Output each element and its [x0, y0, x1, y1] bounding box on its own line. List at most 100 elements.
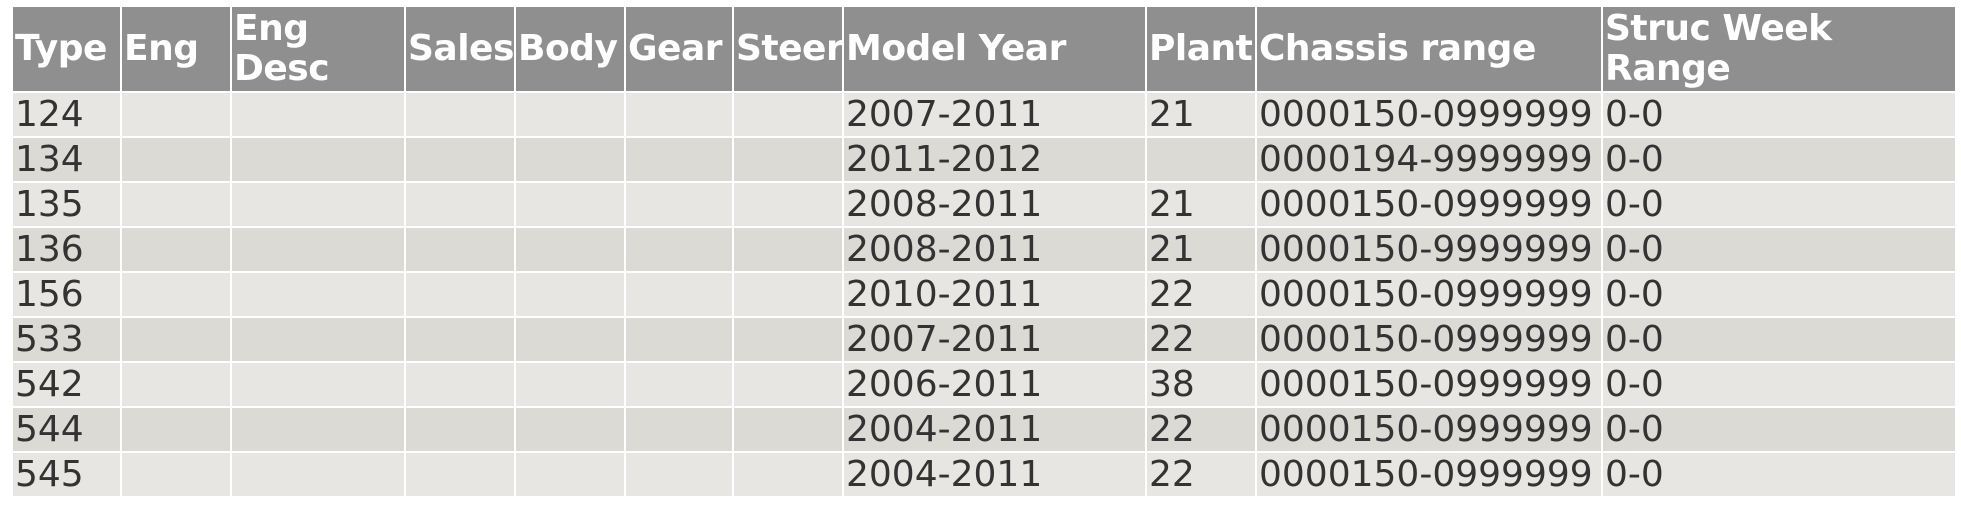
cell-steer — [732, 406, 844, 453]
cell-eng-desc — [230, 271, 406, 318]
cell-plant: 21 — [1145, 91, 1257, 138]
table-row: 156 2010-2011 22 0000150-0999999 0-0 — [11, 271, 1957, 318]
cell-model-year: 2007-2011 — [842, 316, 1147, 363]
cell-eng-desc — [230, 226, 406, 273]
cell-steer — [732, 361, 844, 408]
column-header-eng-desc: Eng Desc — [230, 5, 406, 93]
cell-eng-desc — [230, 451, 406, 498]
cell-plant: 22 — [1145, 316, 1257, 363]
table-row: 533 2007-2011 22 0000150-0999999 0-0 — [11, 316, 1957, 363]
cell-gear — [624, 361, 734, 408]
cell-plant: 22 — [1145, 406, 1257, 453]
cell-eng — [120, 451, 232, 498]
cell-gear — [624, 181, 734, 228]
cell-struc-week-range: 0-0 — [1601, 271, 1957, 318]
cell-chassis-range: 0000150-0999999 — [1255, 451, 1603, 498]
cell-steer — [732, 316, 844, 363]
cell-model-year: 2010-2011 — [842, 271, 1147, 318]
cell-plant — [1145, 136, 1257, 183]
cell-model-year: 2004-2011 — [842, 406, 1147, 453]
cell-struc-week-range: 0-0 — [1601, 226, 1957, 273]
cell-gear — [624, 316, 734, 363]
column-header-body: Body — [514, 5, 626, 93]
cell-sales — [404, 91, 516, 138]
cell-model-year: 2008-2011 — [842, 181, 1147, 228]
cell-body — [514, 406, 626, 453]
cell-struc-week-range: 0-0 — [1601, 316, 1957, 363]
cell-eng — [120, 316, 232, 363]
cell-eng — [120, 136, 232, 183]
cell-gear — [624, 406, 734, 453]
cell-type: 544 — [11, 406, 122, 453]
cell-sales — [404, 136, 516, 183]
cell-model-year: 2006-2011 — [842, 361, 1147, 408]
cell-eng — [120, 91, 232, 138]
cell-plant: 21 — [1145, 226, 1257, 273]
cell-struc-week-range: 0-0 — [1601, 136, 1957, 183]
cell-type: 542 — [11, 361, 122, 408]
cell-type: 135 — [11, 181, 122, 228]
column-header-gear: Gear — [624, 5, 734, 93]
cell-eng-desc — [230, 91, 406, 138]
cell-eng-desc — [230, 136, 406, 183]
column-header-chassis-range: Chassis range — [1255, 5, 1603, 93]
cell-sales — [404, 181, 516, 228]
cell-struc-week-range: 0-0 — [1601, 181, 1957, 228]
cell-struc-week-range: 0-0 — [1601, 406, 1957, 453]
cell-eng — [120, 226, 232, 273]
cell-eng-desc — [230, 406, 406, 453]
cell-body — [514, 91, 626, 138]
column-header-sales: Sales — [404, 5, 516, 93]
cell-steer — [732, 226, 844, 273]
cell-plant: 21 — [1145, 181, 1257, 228]
table-header-row: Type Eng Eng Desc Sales Body Gear Steer … — [11, 5, 1957, 93]
column-header-steer: Steer — [732, 5, 844, 93]
cell-eng-desc — [230, 316, 406, 363]
cell-gear — [624, 451, 734, 498]
table-row: 542 2006-2011 38 0000150-0999999 0-0 — [11, 361, 1957, 408]
cell-body — [514, 316, 626, 363]
table-row: 544 2004-2011 22 0000150-0999999 0-0 — [11, 406, 1957, 453]
cell-model-year: 2008-2011 — [842, 226, 1147, 273]
cell-chassis-range: 0000150-9999999 — [1255, 226, 1603, 273]
cell-type: 136 — [11, 226, 122, 273]
cell-struc-week-range: 0-0 — [1601, 91, 1957, 138]
vehicle-type-table-container: Type Eng Eng Desc Sales Body Gear Steer … — [11, 5, 1957, 498]
cell-body — [514, 181, 626, 228]
cell-type: 533 — [11, 316, 122, 363]
cell-eng — [120, 406, 232, 453]
cell-plant: 22 — [1145, 451, 1257, 498]
cell-type: 156 — [11, 271, 122, 318]
cell-body — [514, 136, 626, 183]
cell-sales — [404, 271, 516, 318]
table-row: 136 2008-2011 21 0000150-9999999 0-0 — [11, 226, 1957, 273]
table-row: 135 2008-2011 21 0000150-0999999 0-0 — [11, 181, 1957, 228]
table-row: 134 2011-2012 0000194-9999999 0-0 — [11, 136, 1957, 183]
cell-model-year: 2011-2012 — [842, 136, 1147, 183]
cell-eng — [120, 271, 232, 318]
column-header-type: Type — [11, 5, 122, 93]
cell-model-year: 2004-2011 — [842, 451, 1147, 498]
cell-steer — [732, 271, 844, 318]
cell-eng-desc — [230, 361, 406, 408]
cell-gear — [624, 91, 734, 138]
cell-chassis-range: 0000150-0999999 — [1255, 91, 1603, 138]
column-header-plant: Plant — [1145, 5, 1257, 93]
table-row: 545 2004-2011 22 0000150-0999999 0-0 — [11, 451, 1957, 498]
cell-type: 545 — [11, 451, 122, 498]
cell-chassis-range: 0000194-9999999 — [1255, 136, 1603, 183]
cell-steer — [732, 181, 844, 228]
cell-plant: 22 — [1145, 271, 1257, 318]
table-row: 124 2007-2011 21 0000150-0999999 0-0 — [11, 91, 1957, 138]
cell-sales — [404, 316, 516, 363]
cell-struc-week-range: 0-0 — [1601, 451, 1957, 498]
cell-sales — [404, 226, 516, 273]
cell-eng — [120, 181, 232, 228]
cell-body — [514, 451, 626, 498]
column-header-struc-week-range: Struc Week Range — [1601, 5, 1957, 93]
cell-body — [514, 271, 626, 318]
cell-type: 134 — [11, 136, 122, 183]
cell-eng — [120, 361, 232, 408]
cell-gear — [624, 226, 734, 273]
column-header-model-year: Model Year — [842, 5, 1147, 93]
